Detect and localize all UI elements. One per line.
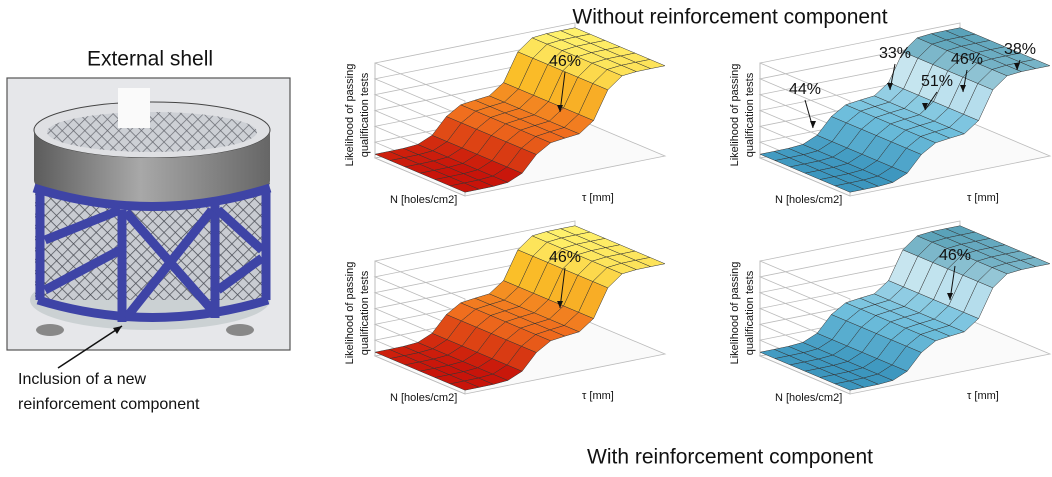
annotation: 46% [549, 249, 581, 266]
bottom-heading: With reinforcement component [587, 446, 873, 469]
arrow-head [960, 85, 966, 92]
annotation: 38% [1004, 41, 1036, 58]
surface-cell [634, 59, 666, 69]
x-axis-label: N [holes/cm2] [390, 194, 457, 206]
shell-caption: reinforcement component [18, 396, 200, 413]
arrow-head [1014, 63, 1020, 70]
y-axis-label: Likelihood of passing [344, 262, 356, 365]
wall-grid [758, 252, 961, 332]
surface-cell [1019, 59, 1051, 69]
wall-grid [373, 38, 576, 118]
surface-cell [1019, 257, 1051, 267]
x-axis-label: N [holes/cm2] [775, 194, 842, 206]
wall-grid [758, 38, 961, 118]
surface-panel: Likelihood of passing qualification tests… [344, 22, 667, 206]
y-axis-label: qualification tests [744, 72, 756, 157]
surface-panel: Likelihood of passing qualification tests… [344, 220, 667, 404]
x-axis-label: N [holes/cm2] [775, 392, 842, 404]
annotation-arrow [924, 91, 938, 111]
shell-caption: Inclusion of a new [18, 371, 147, 388]
top-heading: Without reinforcement component [572, 6, 887, 29]
wall-grid [758, 236, 961, 316]
z-axis-label: τ [mm] [582, 390, 614, 402]
z-axis-label: τ [mm] [967, 192, 999, 204]
surface-panel: Likelihood of passing qualification tests… [729, 22, 1052, 206]
annotation: 46% [549, 53, 581, 70]
arrow-head [810, 121, 816, 128]
arrow-head [947, 293, 953, 300]
annotation: 46% [951, 51, 983, 68]
annotation: 46% [939, 247, 971, 264]
annotation: 33% [879, 45, 911, 62]
wall-grid [373, 54, 576, 134]
annotation: 44% [789, 81, 821, 98]
shell-title: External shell [87, 48, 213, 71]
wall-grid [373, 236, 576, 316]
x-axis-label: N [holes/cm2] [390, 392, 457, 404]
arrow-head [557, 105, 563, 112]
wall-grid [758, 54, 961, 134]
y-axis-label: Likelihood of passing [729, 262, 741, 365]
annotation: 51% [921, 73, 953, 90]
y-axis-label: Likelihood of passing [344, 64, 356, 167]
y-axis-label: Likelihood of passing [729, 64, 741, 167]
z-axis-label: τ [mm] [582, 192, 614, 204]
arrow-head [887, 83, 893, 90]
y-axis-label: qualification tests [359, 72, 371, 157]
wall-grid [373, 252, 576, 332]
y-axis-label: qualification tests [744, 270, 756, 355]
surface-panel: Likelihood of passing qualification tests… [729, 220, 1052, 404]
arrow-head [922, 103, 928, 110]
y-axis-label: qualification tests [359, 270, 371, 355]
shell-photo [6, 77, 291, 369]
arrow-head [557, 301, 563, 308]
surface-cell [634, 257, 666, 267]
z-axis-label: τ [mm] [967, 390, 999, 402]
